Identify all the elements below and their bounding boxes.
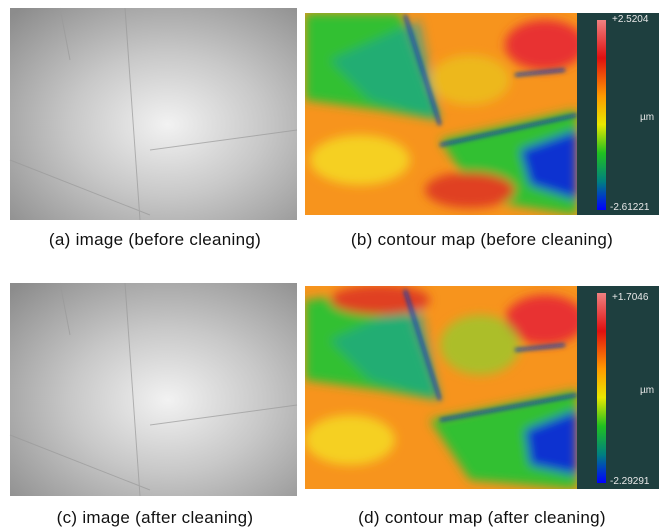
colorbar-panel <box>577 286 659 489</box>
panel-c: (c) image (after cleaning) <box>9 282 298 527</box>
panel-d: +1.7046 µm -2.29291 (d) contour map (aft… <box>305 286 659 527</box>
colorbar-panel <box>577 13 659 215</box>
colorbar-min: -2.61221 <box>610 202 650 213</box>
colorbar-max: +2.5204 <box>612 14 649 25</box>
colorbar <box>597 293 606 483</box>
contour-map <box>305 13 577 215</box>
colorbar-max: +1.7046 <box>612 292 649 303</box>
colorbar-unit: µm <box>640 385 654 396</box>
colorbar <box>597 20 606 210</box>
caption: (a) image (before cleaning) <box>49 230 261 249</box>
micrograph <box>10 8 297 220</box>
colorbar-unit: µm <box>640 112 654 123</box>
contour-map <box>305 286 577 489</box>
panel-b: +2.5204 µm -2.61221 (b) contour map (bef… <box>305 13 659 249</box>
scratches <box>9 282 298 497</box>
scratches <box>9 7 298 221</box>
colorbar-min: -2.29291 <box>610 476 650 487</box>
panel-a: (a) image (before cleaning) <box>9 7 298 249</box>
micrograph <box>10 283 297 496</box>
caption: (b) contour map (before cleaning) <box>351 230 613 249</box>
caption: (c) image (after cleaning) <box>57 508 254 527</box>
caption: (d) contour map (after cleaning) <box>358 508 606 527</box>
